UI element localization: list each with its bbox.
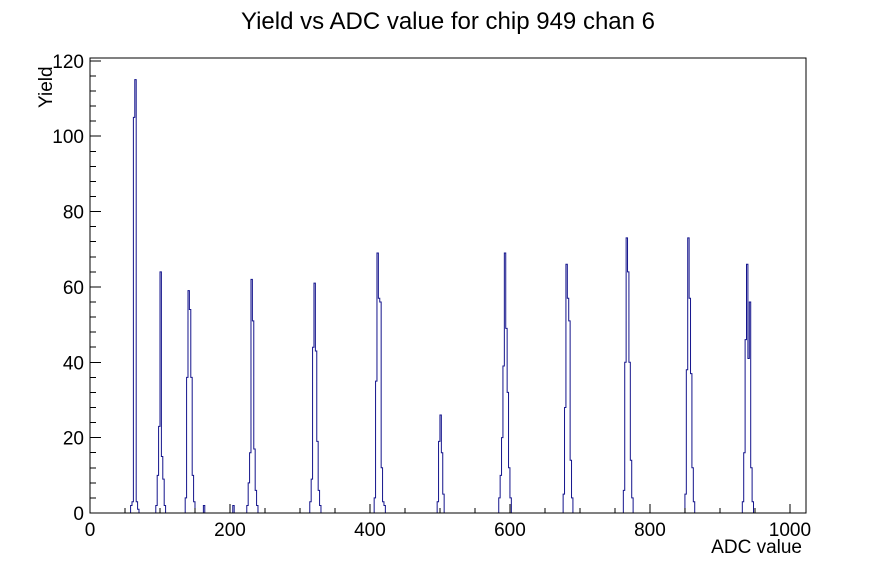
x-tick-label: 800 [634,520,666,541]
x-tick-label: 0 [85,520,96,541]
x-tick-label: 200 [214,520,246,541]
y-tick-label: 120 [52,52,84,73]
y-tick-label: 40 [63,353,84,374]
histogram-line [90,79,806,514]
y-tick-label: 60 [63,278,84,299]
y-tick-label: 0 [73,504,84,525]
y-tick-label: 20 [63,429,84,450]
y-tick-label: 80 [63,203,84,224]
y-axis-title: Yield [36,66,57,108]
y-tick-label: 100 [52,127,84,148]
x-tick-label: 1000 [769,520,811,541]
plot-frame [89,57,807,514]
plot-area: 0 200 400 600 800 1000 0 20 40 60 80 100 120 [52,52,811,541]
chart-title: Yield vs ADC value for chip 949 chan 6 [240,8,655,35]
x-tick-label: 600 [494,520,526,541]
x-axis-title: ADC value [711,537,802,558]
x-tick-label: 400 [354,520,386,541]
